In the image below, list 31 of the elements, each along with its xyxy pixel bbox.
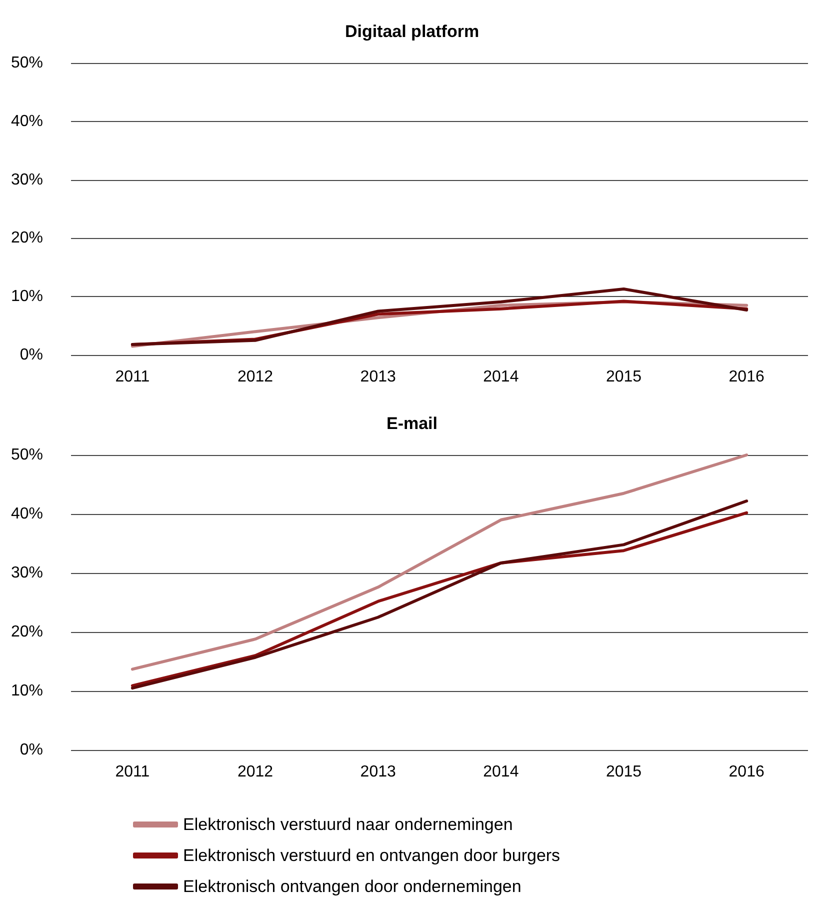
x-tick-label: 2012 <box>237 764 274 780</box>
x-tick-label: 2012 <box>237 368 274 386</box>
y-tick-label: 0% <box>20 346 44 364</box>
line-series <box>130 454 748 671</box>
x-tick-label: 2015 <box>606 764 642 780</box>
y-tick-label: 50% <box>10 54 44 72</box>
y-tick-label: 20% <box>10 624 44 640</box>
x-tick-label: 2016 <box>728 368 764 386</box>
x-tick-label: 2014 <box>483 368 519 386</box>
y-tick-label: 10% <box>10 288 44 306</box>
legend-label: Elektronisch verstuurd en ontvangen door burgers <box>183 846 560 865</box>
y-tick-label: 50% <box>10 446 44 464</box>
x-tick-label: 2013 <box>360 764 396 780</box>
x-tick-label: 2013 <box>360 368 396 386</box>
x-tick-label: 2014 <box>483 764 519 780</box>
y-tick-label: 40% <box>10 112 44 130</box>
x-tick-label: 2015 <box>606 368 642 386</box>
x-tick-label: 2011 <box>115 764 150 780</box>
line-series <box>130 288 748 346</box>
chart-title: E-mail <box>386 414 438 433</box>
legend-label: Elektronisch ontvangen door ondernemingen <box>183 877 522 896</box>
x-tick-label: 2016 <box>728 764 764 780</box>
legend-label: Elektronisch verstuurd naar ondernemingen <box>183 815 513 834</box>
y-tick-label: 30% <box>10 564 44 582</box>
x-tick-label: 2011 <box>115 368 150 386</box>
y-tick-label: 10% <box>10 682 44 700</box>
y-tick-label: 0% <box>20 742 44 758</box>
y-tick-label: 20% <box>10 230 44 247</box>
y-tick-label: 40% <box>10 506 44 522</box>
chart-title: Digitaal platform <box>344 22 480 41</box>
y-tick-label: 30% <box>10 171 44 188</box>
